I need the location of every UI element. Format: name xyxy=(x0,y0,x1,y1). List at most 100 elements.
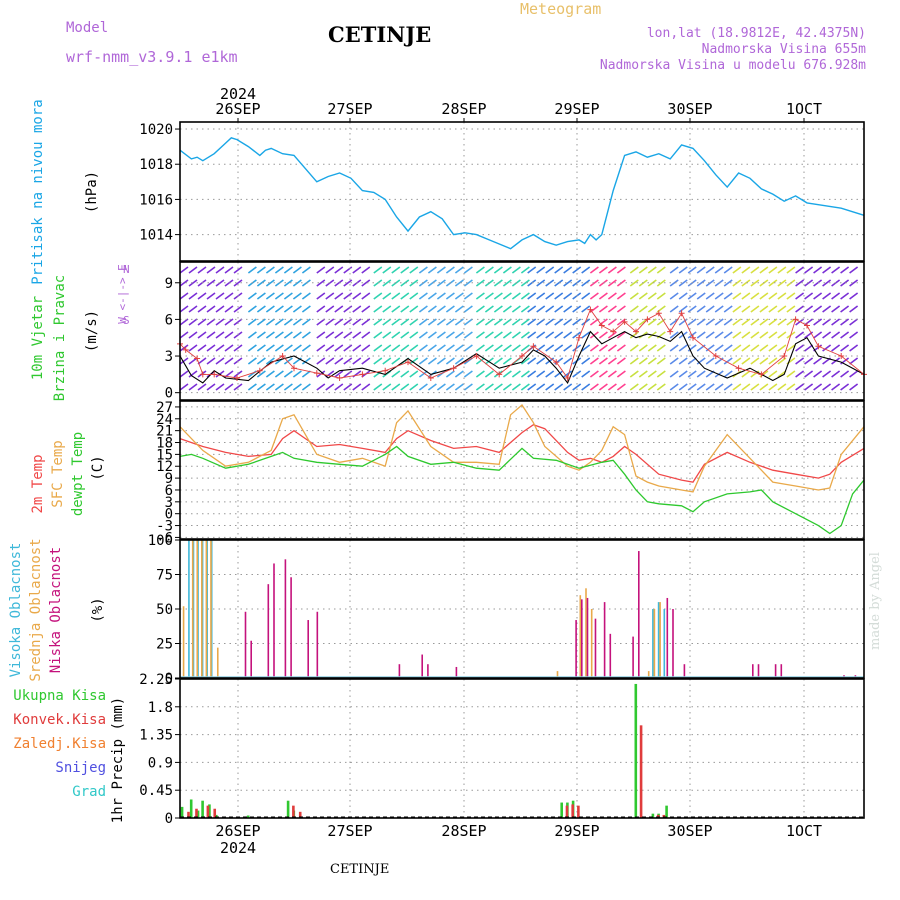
convective-precip-bar xyxy=(195,808,198,818)
wind-arrow xyxy=(475,305,485,313)
temperature-ytick-label: 27 xyxy=(156,400,173,416)
wind-arrow xyxy=(527,279,537,287)
wind-arrow xyxy=(502,318,512,326)
wind-arrow xyxy=(520,305,530,313)
wind-arrow xyxy=(598,344,608,352)
low-cloud-bar xyxy=(586,597,589,678)
wind-arrow xyxy=(822,266,832,274)
pressure-unit: (hPa) xyxy=(84,171,100,213)
mid-cloud-bar xyxy=(216,647,219,678)
model-elevation: Nadmorska Visina u modelu 676.928m xyxy=(599,58,866,73)
mid-cloud-bar xyxy=(653,609,656,678)
wind-arrow xyxy=(233,318,243,326)
wind-arrow xyxy=(581,383,591,391)
wind-arrow xyxy=(629,305,639,313)
wind-arrow xyxy=(361,331,371,339)
wind-arrow xyxy=(197,357,207,365)
wind-arrow xyxy=(502,383,512,391)
wind-arrow xyxy=(687,292,697,300)
wind-arrow xyxy=(589,279,599,287)
wind-arrow xyxy=(316,344,326,352)
wind-arrow xyxy=(475,279,485,287)
wind-arrow xyxy=(316,383,326,391)
wind-arrow xyxy=(741,305,751,313)
low-cloud-bar xyxy=(774,664,777,678)
wind-arrow xyxy=(502,305,512,313)
wind-arrow xyxy=(656,344,666,352)
wind-arrow xyxy=(545,266,555,274)
wind-arrow xyxy=(831,331,841,339)
wind-arrow xyxy=(256,318,266,326)
wind-arrow xyxy=(840,331,850,339)
wind-arrow xyxy=(292,266,302,274)
wind-arrow xyxy=(179,279,189,287)
wind-arrow xyxy=(520,357,530,365)
wind-arrow xyxy=(382,318,392,326)
total-precip-bar xyxy=(208,804,211,818)
wind-arrow xyxy=(581,344,591,352)
wind-arrow xyxy=(638,305,648,313)
wind-arrow xyxy=(343,292,353,300)
wind-arrow xyxy=(400,279,410,287)
wind-arrow xyxy=(545,292,555,300)
wind-arrow xyxy=(607,331,617,339)
wind-unit: (m/s) xyxy=(84,310,100,352)
wind-arrow xyxy=(463,279,473,287)
wind-arrow xyxy=(301,318,311,326)
wind-arrow xyxy=(343,279,353,287)
wind-arrow xyxy=(520,383,530,391)
wind-arrow xyxy=(334,266,344,274)
wind-arrow xyxy=(616,370,626,378)
wind-arrow xyxy=(445,383,455,391)
wind-arrow xyxy=(598,331,608,339)
precip-ytick-label: 0.9 xyxy=(148,755,173,771)
wind-arrow xyxy=(687,266,697,274)
wind-arrow xyxy=(750,305,760,313)
wind-arrow xyxy=(616,357,626,365)
wind-arrow xyxy=(463,383,473,391)
wind-arrow xyxy=(804,344,814,352)
convective-precip-bar xyxy=(577,805,580,818)
wind-arrow xyxy=(502,331,512,339)
wind-arrow xyxy=(607,383,617,391)
wind-arrow xyxy=(804,318,814,326)
mid-cloud-bar xyxy=(182,606,185,678)
total-precip-bar xyxy=(560,802,563,818)
wind-arrow xyxy=(607,279,617,287)
wind-arrow xyxy=(418,318,428,326)
wind-arrow xyxy=(247,331,257,339)
wind-arrow xyxy=(197,383,207,391)
precip-ytick-label: 1.35 xyxy=(139,728,173,744)
wind-arrow xyxy=(206,331,216,339)
wind-arrow xyxy=(224,292,234,300)
wind-arrow xyxy=(741,292,751,300)
wind-arrow xyxy=(484,292,494,300)
wind-arrow xyxy=(589,357,599,365)
wind-arrow xyxy=(206,279,216,287)
total-precip-bar xyxy=(214,814,218,818)
wind-arrow xyxy=(454,357,464,365)
wind-arrow xyxy=(265,344,275,352)
wind-arrow xyxy=(188,318,198,326)
wind-arrow xyxy=(678,305,688,313)
wind-arrow xyxy=(382,331,392,339)
wind-arrow xyxy=(669,305,679,313)
wind-arrow xyxy=(813,383,823,391)
wind-arrow xyxy=(545,344,555,352)
wind-arrow xyxy=(409,292,419,300)
wind-arrow xyxy=(563,383,573,391)
wind-arrow xyxy=(607,305,617,313)
wind-arrow xyxy=(283,383,293,391)
wind-arrow xyxy=(723,357,733,365)
wind-arrow xyxy=(795,279,805,287)
wind-arrow xyxy=(840,344,850,352)
wind-arrow xyxy=(732,344,742,352)
wind-arrow xyxy=(197,318,207,326)
wind-arrow xyxy=(536,292,546,300)
wind-arrow xyxy=(554,344,564,352)
temperature-ytick-label: -6 xyxy=(156,530,173,546)
high-cloud-bar xyxy=(663,609,666,678)
wind-arrow xyxy=(768,344,778,352)
wind-arrow xyxy=(777,331,787,339)
